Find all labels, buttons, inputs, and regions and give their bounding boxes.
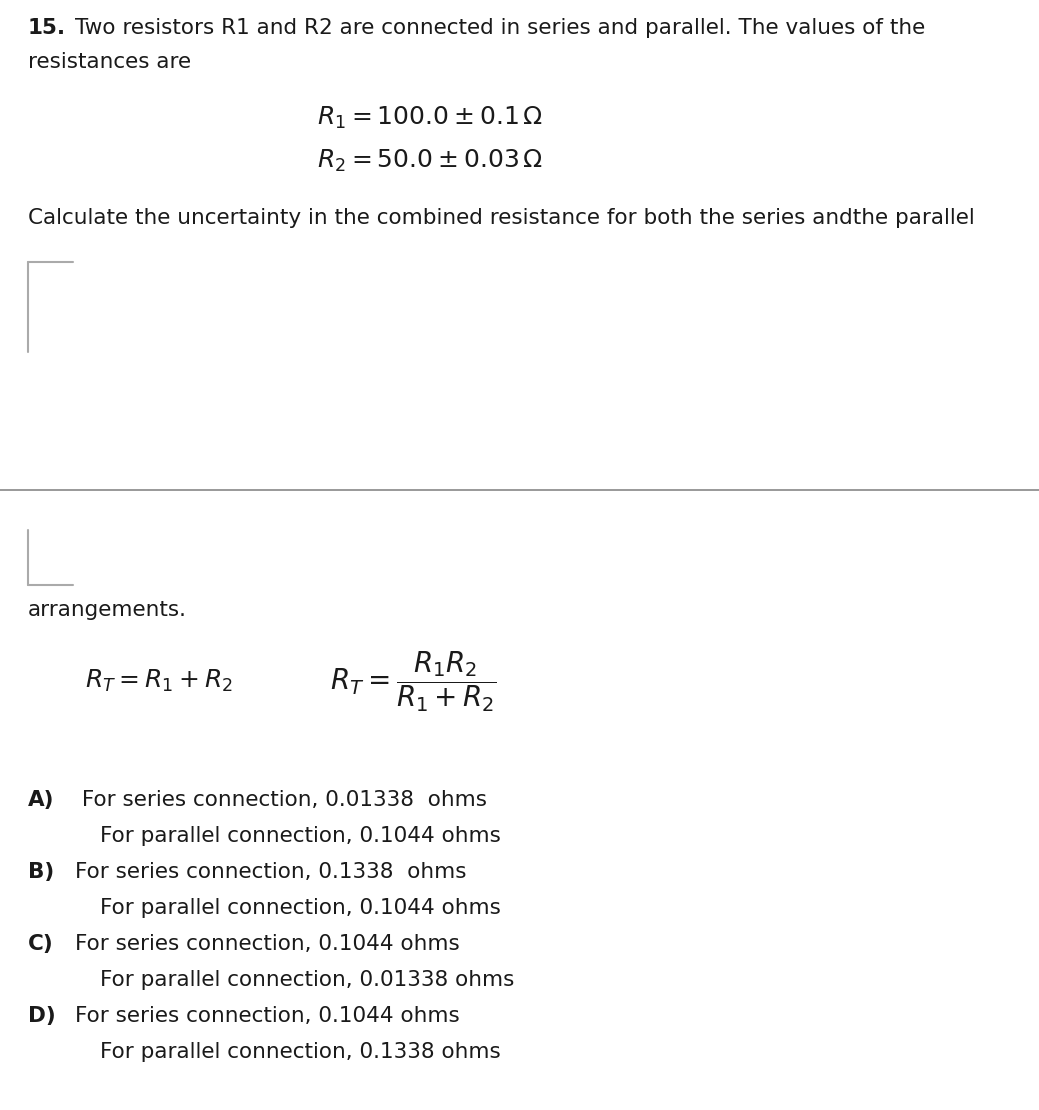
Text: Two resistors R1 and R2 are connected in series and parallel. The values of the: Two resistors R1 and R2 are connected in… (75, 18, 926, 38)
Text: For parallel connection, 0.1044 ohms: For parallel connection, 0.1044 ohms (100, 898, 501, 918)
Text: A): A) (28, 790, 54, 810)
Text: $R_2 = 50.0 \pm 0.03\,\Omega$: $R_2 = 50.0 \pm 0.03\,\Omega$ (317, 148, 543, 174)
Text: For series connection, 0.1044 ohms: For series connection, 0.1044 ohms (75, 1006, 459, 1026)
Text: For parallel connection, 0.1338 ohms: For parallel connection, 0.1338 ohms (100, 1042, 501, 1062)
Text: For series connection, 0.1338  ohms: For series connection, 0.1338 ohms (75, 862, 467, 882)
Text: 15.: 15. (28, 18, 66, 38)
Text: For parallel connection, 0.01338 ohms: For parallel connection, 0.01338 ohms (100, 970, 514, 990)
Text: $R_T = \dfrac{R_1 R_2}{R_1 + R_2}$: $R_T = \dfrac{R_1 R_2}{R_1 + R_2}$ (330, 650, 497, 714)
Text: C): C) (28, 934, 54, 953)
Text: $R_1 = 100.0 \pm 0.1\,\Omega$: $R_1 = 100.0 \pm 0.1\,\Omega$ (317, 105, 543, 131)
Text: $R_T = R_1 + R_2$: $R_T = R_1 + R_2$ (85, 668, 233, 694)
Text: resistances are: resistances are (28, 52, 191, 72)
Text: For series connection, 0.1044 ohms: For series connection, 0.1044 ohms (75, 934, 459, 953)
Text: D): D) (28, 1006, 56, 1026)
Text: Calculate the uncertainty in the combined resistance for both the series andthe : Calculate the uncertainty in the combine… (28, 208, 975, 228)
Text: B): B) (28, 862, 54, 882)
Text: arrangements.: arrangements. (28, 601, 187, 620)
Text: For series connection, 0.01338  ohms: For series connection, 0.01338 ohms (75, 790, 487, 810)
Text: For parallel connection, 0.1044 ohms: For parallel connection, 0.1044 ohms (100, 826, 501, 846)
